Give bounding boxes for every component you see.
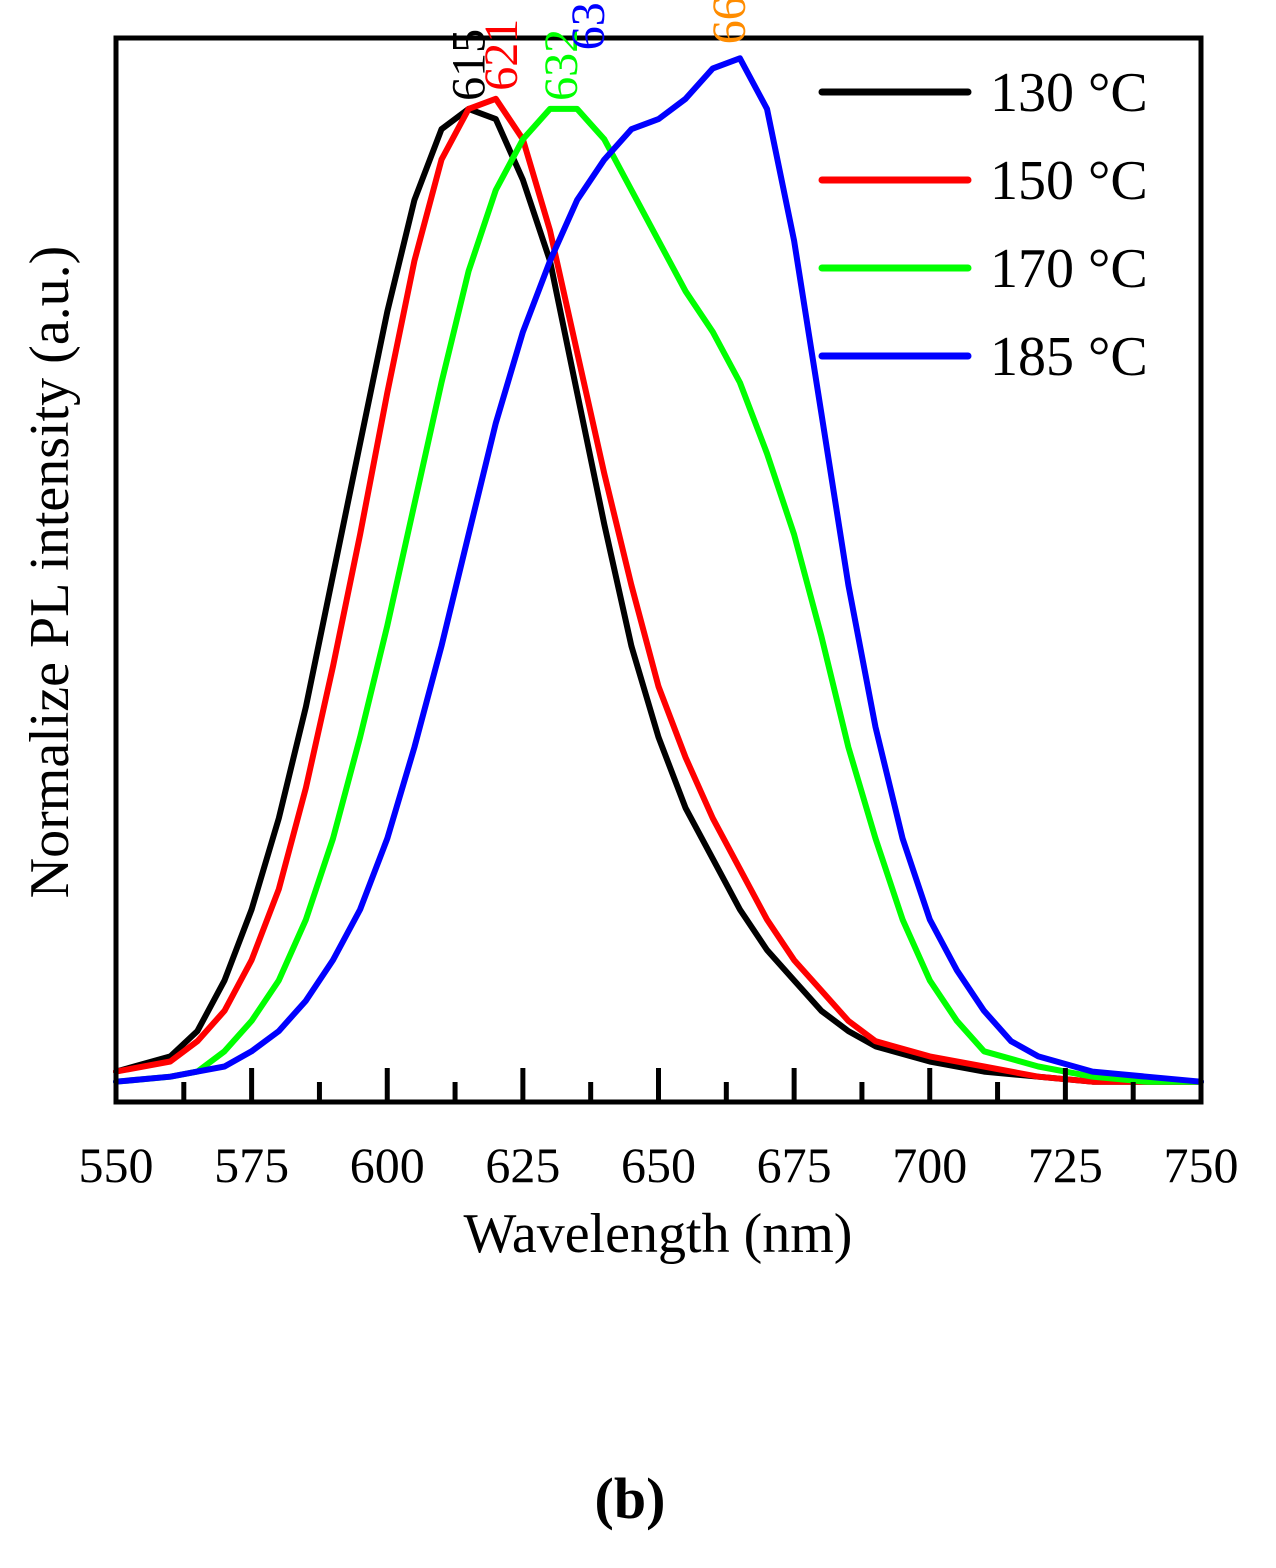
- legend-label-170-c: 170 °C: [990, 238, 1148, 300]
- legend-label-150-c: 150 °C: [990, 150, 1148, 212]
- x-tick-label-625: 625: [485, 1137, 560, 1193]
- y-axis-title: Normalize PL intensity (a.u.): [19, 246, 81, 899]
- curves-layer: [113, 55, 1204, 1085]
- peak-label-637: 637: [562, 0, 615, 50]
- peak-label-615: 615: [443, 29, 496, 101]
- x-tick-label-675: 675: [757, 1137, 832, 1193]
- peak-label-663: 663: [703, 0, 756, 44]
- x-tick-label-600: 600: [350, 1137, 425, 1193]
- x-tick-label-725: 725: [1028, 1137, 1103, 1193]
- x-tick-label-575: 575: [214, 1137, 289, 1193]
- peak-label-632: 632: [535, 29, 588, 101]
- series-line-150-c: [113, 95, 1204, 1085]
- legend-label-130-c: 130 °C: [990, 62, 1148, 124]
- series-line-185-c: [113, 55, 1204, 1085]
- x-ticks: [181, 1068, 1136, 1102]
- x-axis-title: Wavelength (nm): [464, 1203, 853, 1265]
- x-tick-label-750: 750: [1164, 1137, 1239, 1193]
- legend: 130 °C 150 °C 170 °C 185 °C: [818, 62, 1148, 388]
- x-tick-label-700: 700: [892, 1137, 967, 1193]
- peak-label-621: 621: [475, 19, 528, 91]
- x-tick-label-550: 550: [79, 1137, 154, 1193]
- series-line-170-c: [113, 105, 1204, 1085]
- x-tick-labels: 550 575 600 625 650 675 700 725 750: [79, 1137, 1239, 1193]
- series-line-130-c: [113, 105, 1204, 1085]
- x-tick-label-650: 650: [621, 1137, 696, 1193]
- legend-label-185-c: 185 °C: [990, 326, 1148, 388]
- panel-label: (b): [595, 1466, 666, 1531]
